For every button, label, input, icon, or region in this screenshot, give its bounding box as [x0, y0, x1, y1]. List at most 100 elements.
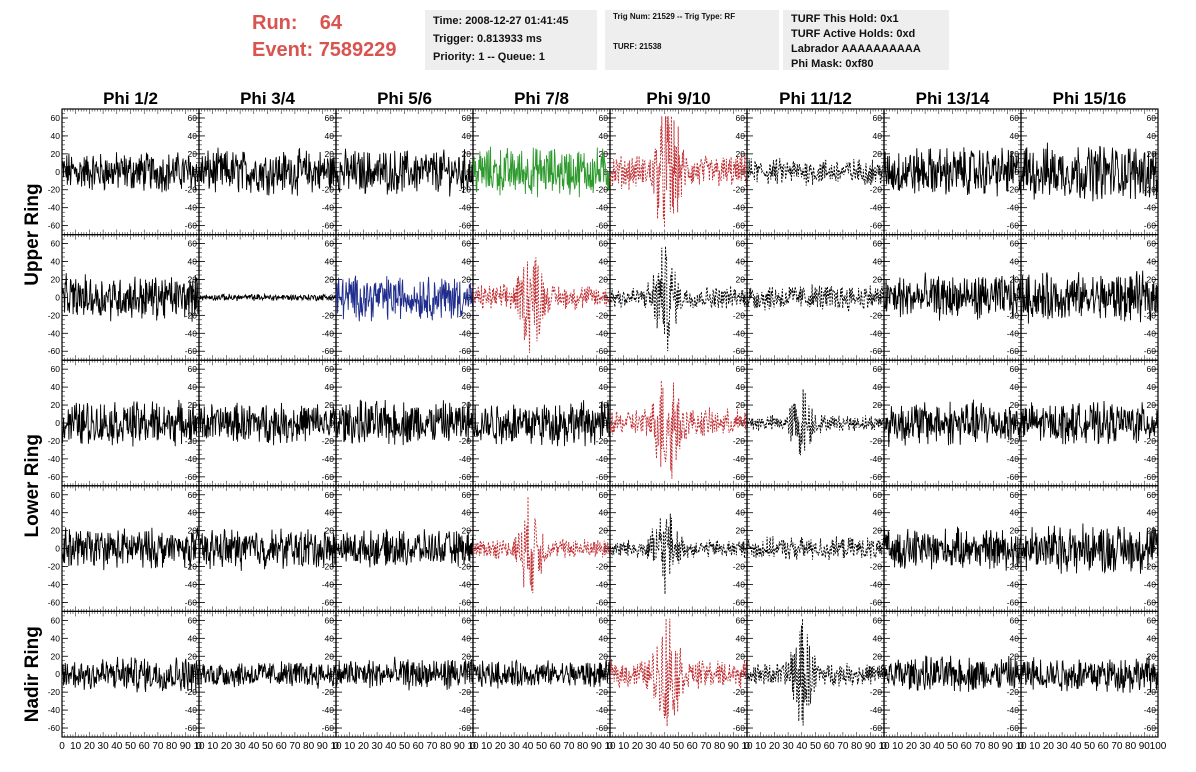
y-tick-label: 40	[188, 131, 198, 141]
waveform-series	[61, 399, 200, 447]
y-tick-label: 40	[736, 382, 746, 392]
waveform-series	[472, 257, 611, 354]
y-tick-label: 60	[736, 239, 746, 249]
y-tick-label: -40	[1007, 203, 1020, 213]
column-title: Phi 9/10	[646, 89, 710, 108]
y-tick-label: -40	[1144, 328, 1157, 338]
y-tick-label: 40	[873, 382, 883, 392]
y-tick-label: -60	[596, 472, 609, 482]
trig-num-text: Trig Num: 21529 -- Trig Type: RF	[613, 12, 736, 21]
y-tick-label: -40	[596, 203, 609, 213]
y-tick-label: -60	[1144, 472, 1157, 482]
y-tick-label: -20	[185, 310, 198, 320]
waveform-series	[472, 400, 611, 447]
y-tick-label: -60	[322, 597, 335, 607]
y-tick-label: -60	[185, 221, 198, 231]
y-tick-label: -20	[1007, 185, 1020, 195]
waveform-series	[61, 152, 200, 193]
ring-label: Upper Ring	[22, 183, 43, 285]
y-tick-label: -60	[1007, 221, 1020, 231]
y-tick-label: 20	[188, 274, 198, 284]
y-tick-label: 20	[462, 274, 472, 284]
y-tick-label: -60	[322, 346, 335, 356]
y-tick-label: -60	[459, 597, 472, 607]
waveform-series	[1020, 270, 1159, 324]
y-tick-label: -60	[459, 221, 472, 231]
y-tick-label: 60	[325, 113, 335, 123]
y-tick-label: -20	[322, 310, 335, 320]
y-tick-label: 60	[462, 490, 472, 500]
y-tick-label: -40	[48, 328, 61, 338]
y-tick-label: 60	[1010, 239, 1020, 249]
y-tick-label: 60	[873, 364, 883, 374]
y-tick-label: 40	[325, 382, 335, 392]
y-tick-label: -40	[596, 454, 609, 464]
column-title: Phi 5/6	[377, 89, 432, 108]
y-tick-label: -20	[48, 436, 61, 446]
y-tick-label: -40	[322, 328, 335, 338]
y-tick-label: 20	[325, 400, 335, 410]
y-tick-label: 20	[188, 149, 198, 159]
y-tick-label: 60	[1010, 364, 1020, 374]
y-tick-label: 60	[188, 364, 198, 374]
waveform-series	[609, 380, 748, 479]
y-tick-label: -60	[48, 221, 61, 231]
y-tick-label: 20	[599, 274, 609, 284]
y-tick-label: 60	[51, 364, 61, 374]
y-tick-label: -20	[733, 436, 746, 446]
y-tick-label: 20	[1147, 400, 1157, 410]
y-tick-label: 60	[1010, 113, 1020, 123]
y-tick-label: -40	[1007, 454, 1020, 464]
y-tick-label: -20	[870, 436, 883, 446]
y-tick-label: 60	[1147, 113, 1157, 123]
y-tick-label: 20	[325, 526, 335, 536]
y-tick-label: 0	[1014, 418, 1019, 428]
y-tick-label: 40	[325, 257, 335, 267]
y-tick-label: 60	[599, 239, 609, 249]
y-tick-label: 20	[51, 526, 61, 536]
y-tick-label: 0	[603, 292, 608, 302]
y-tick-label: -20	[596, 436, 609, 446]
y-tick-label: 0	[877, 418, 882, 428]
y-tick-label: 40	[462, 382, 472, 392]
waveform-series	[883, 399, 1022, 448]
y-tick-label: 20	[736, 149, 746, 159]
turf-hold-text: TURF This Hold: 0x1	[791, 13, 899, 25]
y-tick-label: -60	[1144, 221, 1157, 231]
y-tick-label: -20	[48, 310, 61, 320]
y-tick-label: 20	[462, 149, 472, 159]
y-tick-label: -40	[1144, 203, 1157, 213]
turf-info-box: TURF This Hold: 0x1 TURF Active Holds: 0…	[783, 10, 949, 70]
y-tick-label: -40	[1007, 328, 1020, 338]
y-tick-label: -20	[459, 436, 472, 446]
y-tick-label: -60	[1144, 346, 1157, 356]
y-tick-label: 60	[462, 364, 472, 374]
y-tick-label: 20	[188, 400, 198, 410]
y-tick-label: -20	[870, 310, 883, 320]
y-tick-label: -40	[459, 579, 472, 589]
y-tick-label: -20	[322, 562, 335, 572]
y-tick-label: -60	[733, 472, 746, 482]
y-tick-label: -20	[48, 562, 61, 572]
waveform-series	[335, 148, 474, 197]
y-tick-label: -60	[459, 346, 472, 356]
y-tick-label: 40	[325, 508, 335, 518]
y-tick-label: 60	[188, 239, 198, 249]
y-tick-label: 40	[736, 131, 746, 141]
y-tick-label: -60	[322, 472, 335, 482]
y-tick-label: 60	[873, 239, 883, 249]
time-info-box: Time: 2008-12-27 01:41:45 Trigger: 0.813…	[425, 10, 597, 70]
y-tick-label: -60	[870, 221, 883, 231]
y-tick-label: -20	[322, 436, 335, 446]
y-tick-label: 40	[188, 382, 198, 392]
y-tick-label: 0	[55, 418, 60, 428]
y-tick-label: -60	[459, 472, 472, 482]
y-tick-label: 20	[873, 400, 883, 410]
y-tick-label: 0	[55, 544, 60, 554]
ring-label: Lower Ring	[22, 434, 43, 537]
y-tick-label: 0	[603, 418, 608, 428]
run-value: 64	[319, 12, 343, 34]
event-value: 7589229	[318, 39, 397, 61]
y-tick-label: 40	[188, 257, 198, 267]
y-tick-label: 40	[462, 508, 472, 518]
